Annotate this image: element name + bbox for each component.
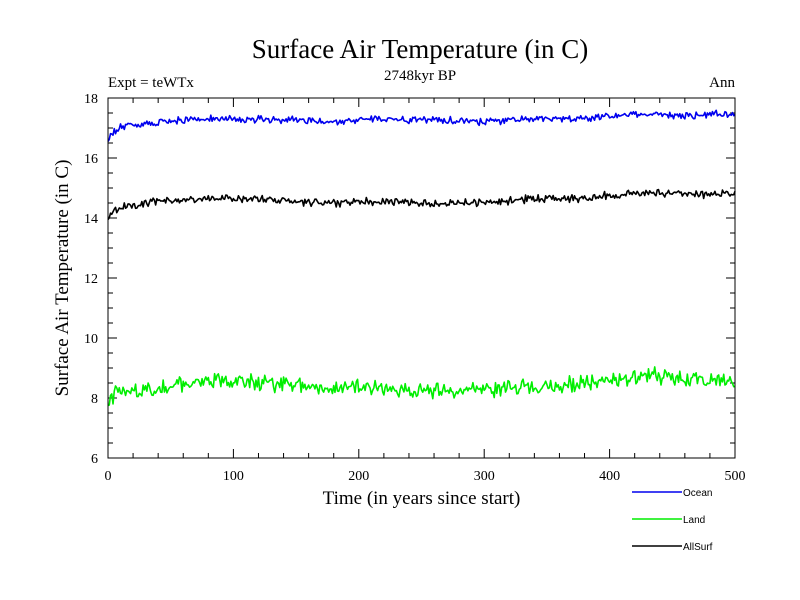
x-tick-label: 500 (725, 469, 746, 484)
legend-label-allsurf: AllSurf (683, 542, 713, 553)
x-tick-label: 200 (348, 469, 369, 484)
legend-label-ocean: Ocean (683, 488, 712, 499)
legend-label-land: Land (683, 515, 705, 526)
chart-title: Surface Air Temperature (in C) (252, 34, 589, 64)
x-tick-label: 0 (105, 469, 112, 484)
plot-frame (107, 97, 736, 459)
chart-subtitle: 2748kyr BP (384, 68, 456, 84)
experiment-label: Expt = teWTx (108, 75, 194, 91)
y-tick-label: 16 (84, 152, 98, 167)
x-tick-label: 300 (474, 469, 495, 484)
y-tick-label: 8 (91, 392, 98, 407)
x-tick-label: 400 (599, 469, 620, 484)
series-lines (107, 109, 736, 407)
y-tick-label: 14 (84, 212, 98, 227)
y-axis-ticks: 6 8 10 12 14 16 18 (84, 92, 735, 467)
season-label: Ann (709, 75, 735, 91)
x-tick-label: 100 (223, 469, 244, 484)
series-line-allsurf (107, 188, 736, 220)
y-axis-label: Surface Air Temperature (in C) (52, 160, 73, 397)
x-axis-label: Time (in years since start) (323, 488, 521, 509)
y-tick-label: 6 (91, 452, 98, 467)
x-axis-ticks: 0 100 200 300 400 500 (105, 98, 746, 484)
series-line-land (107, 366, 736, 407)
y-tick-label: 18 (84, 92, 98, 107)
y-tick-label: 12 (84, 272, 98, 287)
y-tick-label: 10 (84, 332, 98, 347)
legend: Ocean Land AllSurf (632, 488, 713, 553)
series-line-ocean (107, 109, 736, 142)
